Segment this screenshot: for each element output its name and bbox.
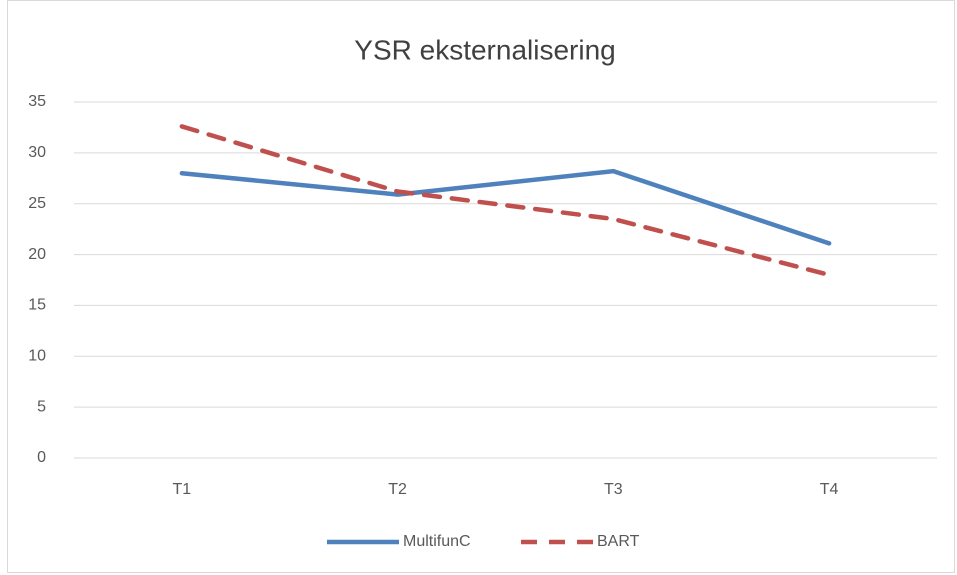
y-tick-label: 15 <box>28 297 46 314</box>
y-tick-label: 20 <box>28 246 46 263</box>
chart-frame <box>7 0 955 573</box>
legend-label: BART <box>597 533 640 550</box>
y-tick-label: 35 <box>28 93 46 110</box>
chart-title: YSR eksternalisering <box>354 34 615 65</box>
y-tick-label: 25 <box>28 195 46 212</box>
y-tick-label: 0 <box>37 449 46 466</box>
line-series <box>179 168 832 246</box>
legend-label: MultifunC <box>403 533 471 550</box>
line-series <box>179 124 832 278</box>
y-tick-label: 5 <box>37 398 46 415</box>
x-tick-label: T1 <box>173 481 192 498</box>
x-tick-label: T3 <box>604 481 623 498</box>
x-tick-label: T2 <box>388 481 407 498</box>
y-tick-label: 30 <box>28 144 46 161</box>
x-tick-label: T4 <box>820 481 839 498</box>
y-tick-label: 10 <box>28 348 46 365</box>
